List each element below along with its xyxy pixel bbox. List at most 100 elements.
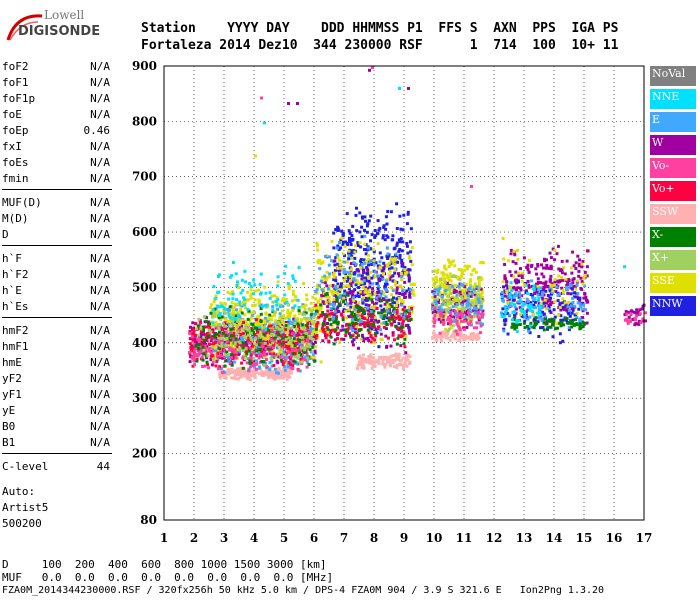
echo-point-x- <box>238 341 242 345</box>
echo-point-x- <box>257 343 261 347</box>
echo-point-w <box>508 270 512 274</box>
echo-point-ssw <box>358 363 362 366</box>
echo-point-x- <box>243 324 247 328</box>
echo-point-e <box>573 304 577 308</box>
echo-point-sse <box>444 286 448 290</box>
echo-point-nnw <box>384 282 387 286</box>
echo-point-sse <box>326 330 330 334</box>
echo-point-x- <box>202 315 206 319</box>
echo-point-sse <box>327 275 331 279</box>
echo-point-x- <box>460 307 464 311</box>
echo-point-w <box>520 273 524 277</box>
echo-point-x- <box>432 301 436 305</box>
echo-point-x- <box>351 321 355 325</box>
echo-point-w <box>548 278 552 282</box>
echo-point-sse <box>311 295 315 299</box>
param-row: hmF1 N/A <box>2 340 110 354</box>
echo-point-vo- <box>447 315 450 319</box>
echo-point-sse <box>433 269 437 273</box>
echo-point-w <box>218 325 222 329</box>
echo-point-sse <box>275 296 279 300</box>
echo-point-e <box>500 311 503 315</box>
echo-point-w <box>403 269 407 273</box>
echo-point-vo- <box>231 357 235 361</box>
echo-point-sse <box>359 266 363 270</box>
echo-point-sse <box>311 320 314 324</box>
echo-point-w <box>360 333 364 337</box>
echo-point-vo- <box>291 350 295 354</box>
echo-point-x- <box>460 297 464 301</box>
echo-point-vo- <box>264 331 268 335</box>
echo-point-sse <box>213 356 217 360</box>
echo-point-x- <box>542 321 546 325</box>
x-tick-label: 13 <box>516 531 533 545</box>
echo-point-vo- <box>298 329 302 333</box>
echo-point-nnw <box>359 283 363 286</box>
echo-point-sse <box>516 257 520 261</box>
echo-point-sse <box>557 313 561 317</box>
echo-point-sse <box>314 297 318 301</box>
echo-point-vo- <box>360 314 364 318</box>
echo-point-w <box>549 267 553 271</box>
echo-point-e <box>352 296 356 300</box>
logo-line1: Lowell <box>44 8 85 22</box>
echo-point-x- <box>470 317 474 321</box>
echo-point-vo- <box>327 339 331 343</box>
echo-point-w <box>539 281 543 285</box>
echo-point-sse <box>562 266 566 270</box>
echo-point-x- <box>225 337 229 340</box>
echo-point-nnw <box>370 233 374 237</box>
echo-point-vo- <box>204 350 208 354</box>
echo-point-w <box>578 258 581 262</box>
echo-point-sse <box>293 339 297 343</box>
echo-point-nnw <box>372 257 376 261</box>
echo-point-sse <box>480 295 484 299</box>
echo-point-e <box>540 317 544 321</box>
echo-point-sse <box>481 261 485 265</box>
echo-point-w <box>371 287 375 291</box>
echo-point-x- <box>252 331 255 335</box>
echo-point-x- <box>448 287 452 291</box>
echo-point-sse <box>331 290 335 294</box>
echo-point-x- <box>354 317 358 321</box>
echo-point-vo- <box>305 365 309 369</box>
echo-point-sse <box>440 316 444 320</box>
echo-point-e <box>335 253 339 257</box>
echo-point-x- <box>445 299 449 303</box>
echo-point-ssw <box>402 364 406 368</box>
echo-point-vo- <box>290 348 294 352</box>
echo-point-x- <box>446 329 450 333</box>
echo-point-e <box>311 353 315 357</box>
echo-point-sse <box>281 321 285 325</box>
echo-point-x- <box>515 325 519 329</box>
echo-point-ssw <box>281 376 285 380</box>
echo-point-w <box>583 270 587 274</box>
echo-point-ssw <box>390 358 394 362</box>
echo-point-x- <box>227 353 231 356</box>
echo-point-sse <box>453 301 457 305</box>
echo-point-sse <box>468 280 472 284</box>
echo-point-nnw <box>364 276 368 280</box>
echo-point-x- <box>310 310 314 314</box>
echo-point-w <box>542 275 546 279</box>
echo-point-w <box>557 267 561 271</box>
echo-point-nne <box>274 300 278 304</box>
echo-point-e <box>402 316 406 320</box>
echo-point-sse <box>373 275 377 279</box>
echo-point-x- <box>304 311 308 315</box>
echo-point-vo- <box>305 352 309 356</box>
echo-point-e <box>454 313 458 317</box>
echo-point-e <box>270 359 274 363</box>
echo-point-sse <box>268 322 272 326</box>
echo-point-w <box>205 356 209 360</box>
echo-point-w <box>348 298 352 301</box>
echo-point-nne <box>527 306 531 310</box>
echo-point-vo- <box>433 318 437 322</box>
echo-point-ssw <box>445 332 449 336</box>
echo-point-sse <box>278 324 282 327</box>
echo-point-w <box>349 262 353 265</box>
echo-point-vo- <box>290 354 293 358</box>
echo-point-vo- <box>623 318 627 322</box>
echo-point-x- <box>433 281 437 285</box>
